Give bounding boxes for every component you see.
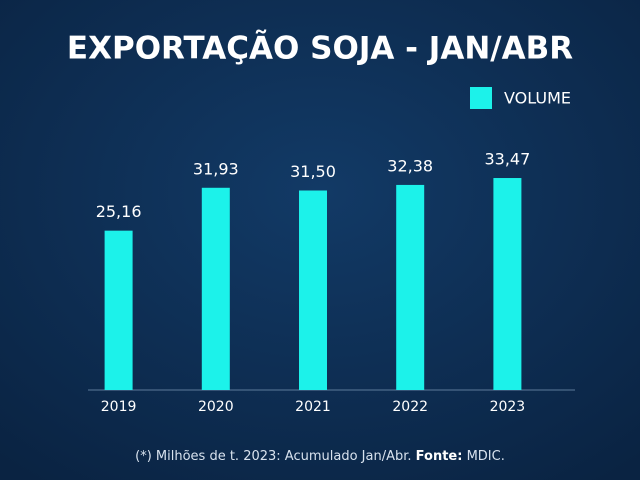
footnote: (*) Milhões de t. 2023: Acumulado Jan/Ab… <box>135 449 505 464</box>
x-tick-label: 2022 <box>392 399 428 415</box>
x-tick-label: 2020 <box>198 399 234 415</box>
x-tick-label: 2021 <box>295 399 331 415</box>
chart-title: EXPORTAÇÃO SOJA - JAN/ABR <box>67 30 573 67</box>
x-tick-label: 2019 <box>101 399 137 415</box>
bar <box>201 187 230 390</box>
value-label: 31,93 <box>193 159 239 178</box>
bar <box>104 230 133 390</box>
legend-swatch <box>470 87 492 109</box>
value-label: 25,16 <box>96 202 142 221</box>
legend-label: VOLUME <box>504 89 571 108</box>
x-tick-label: 2023 <box>490 399 526 415</box>
bar <box>299 190 327 390</box>
footnote-note: (*) Milhões de t. 2023: Acumulado Jan/Ab… <box>135 449 411 464</box>
value-label: 33,47 <box>484 150 530 169</box>
value-label: 31,50 <box>290 162 336 181</box>
value-label: 32,38 <box>387 156 433 175</box>
footnote-source: MDIC. <box>467 449 505 464</box>
bar <box>493 178 522 390</box>
bar <box>396 184 425 390</box>
footnote-source-label: Fonte: <box>416 449 463 464</box>
